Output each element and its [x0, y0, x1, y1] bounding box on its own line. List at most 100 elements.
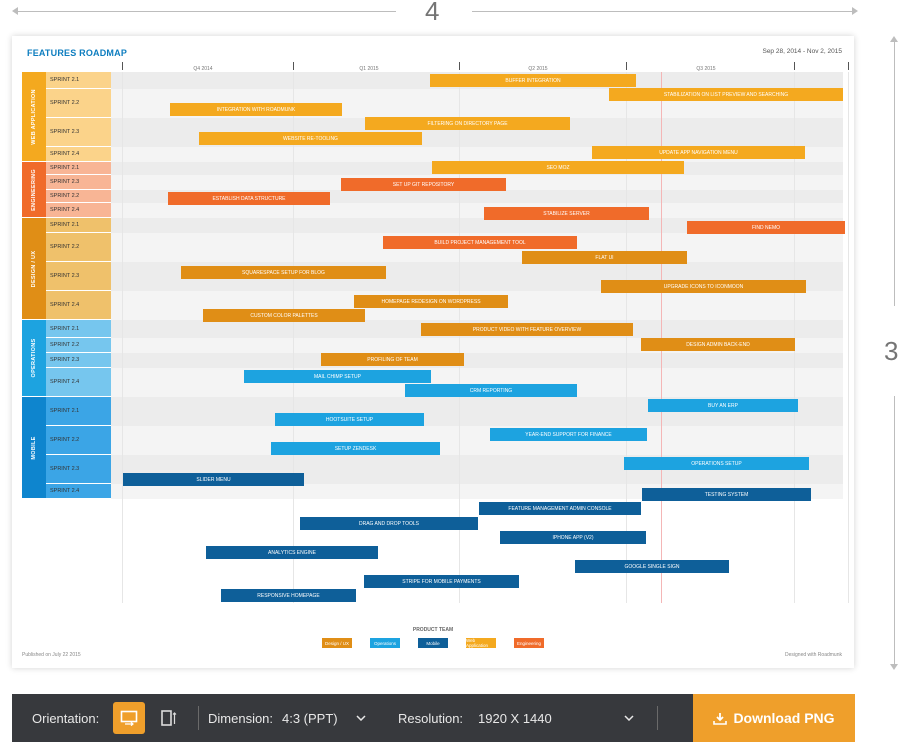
roadmap-bar[interactable]: STRIPE FOR MOBILE PAYMENTS [364, 575, 519, 588]
roadmap-bar[interactable]: IPHONE APP (V2) [500, 531, 646, 544]
group-name: DESIGN / UX [31, 250, 37, 287]
roadmap-bar[interactable]: BUILD PROJECT MANAGEMENT TOOL [383, 236, 577, 249]
roadmap-bar[interactable]: FILTERING ON DIRECTORY PAGE [365, 117, 570, 130]
roadmap-bar[interactable]: ESTABLISH DATA STRUCTURE [168, 192, 330, 205]
sprint-label: SPRINT 2.1 [46, 218, 111, 233]
roadmap-bar[interactable]: BUFFER INTEGRATION [430, 74, 636, 87]
roadmap-bar[interactable]: YEAR-END SUPPORT FOR FINANCE [490, 428, 647, 441]
date-range: Sep 28, 2014 - Nov 2, 2015 [762, 48, 842, 55]
roadmap-bar[interactable]: CRM REPORTING [405, 384, 577, 397]
group-label: ENGINEERING [22, 162, 46, 217]
resolution-select[interactable]: 1920 X 1440 [478, 694, 642, 742]
roadmap-bar[interactable]: SET UP GIT REPOSITORY [341, 178, 506, 191]
roadmap-bar[interactable]: GOOGLE SINGLE SIGN [575, 560, 729, 573]
grid-line [848, 72, 849, 603]
row-background [111, 426, 843, 455]
roadmap-bar[interactable]: OPERATIONS SETUP [624, 457, 809, 470]
roadmap-title: FEATURES ROADMAP [27, 48, 128, 58]
group-label: OPERATIONS [22, 320, 46, 396]
roadmap-bar[interactable]: TESTING SYSTEM [642, 488, 811, 501]
grid-line [122, 72, 123, 603]
resolution-value: 1920 X 1440 [478, 710, 552, 726]
sprint-label: SPRINT 2.3 [46, 455, 111, 484]
today-line [661, 72, 662, 603]
roadmap-bar[interactable]: UPDATE APP NAVIGATION MENU [592, 146, 805, 159]
resolution-label: Resolution: [398, 710, 464, 726]
sprint-label: SPRINT 2.3 [46, 262, 111, 291]
roadmap-bar[interactable]: RESPONSIVE HOMEPAGE [221, 589, 356, 602]
quarter-label: Q4 2014 [193, 66, 213, 72]
roadmap-bar[interactable]: DESIGN ADMIN BACK-END [641, 338, 795, 351]
roadmap-bar[interactable]: FEATURE MANAGEMENT ADMIN CONSOLE [479, 502, 641, 515]
roadmap-bar[interactable]: SETUP ZENDESK [271, 442, 440, 455]
grid-line [459, 72, 460, 603]
roadmap-bar[interactable]: FIND NEMO [687, 221, 845, 234]
quarter-tick [848, 62, 849, 70]
arrow-right-icon [852, 7, 858, 15]
quarter-tick [293, 62, 294, 70]
roadmap-bar[interactable]: DRAG AND DROP TOOLS [300, 517, 478, 530]
roadmap-bar[interactable]: CUSTOM COLOR PALETTES [203, 309, 365, 322]
quarter-tick [459, 62, 460, 70]
row-background [111, 203, 843, 218]
sprint-label: SPRINT 2.4 [46, 484, 111, 499]
group-label: WEB APPLICATION [22, 72, 46, 161]
sprint-label: SPRINT 2.1 [46, 397, 111, 426]
quarter-tick [122, 62, 123, 70]
sprint-label: SPRINT 2.1 [46, 320, 111, 338]
arrow-down-icon [890, 664, 898, 670]
roadmap-bar[interactable]: ANALYTICS ENGINE [206, 546, 378, 559]
roadmap-bar[interactable]: STABILIZE SERVER [484, 207, 649, 220]
arrow-up-icon [890, 36, 898, 42]
roadmap-bar[interactable]: WEBSITE RE-TOOLING [199, 132, 422, 145]
dimension-select[interactable]: 4:3 (PPT) [282, 694, 382, 742]
roadmap-bar[interactable]: HOOTSUITE SETUP [275, 413, 424, 426]
toolbar-separator [657, 706, 658, 730]
sprint-label: SPRINT 2.4 [46, 368, 111, 397]
sprint-label: SPRINT 2.2 [46, 233, 111, 262]
sprint-label: SPRINT 2.2 [46, 426, 111, 455]
export-toolbar: Orientation: Dimension: 4:3 (PPT) Resolu… [12, 694, 855, 742]
sprint-label: SPRINT 2.4 [46, 291, 111, 320]
download-icon [713, 712, 728, 725]
legend: Design / UX Operations Mobile Web Applicati… [12, 638, 854, 648]
landscape-orientation-button[interactable] [113, 702, 145, 734]
roadmap-bar[interactable]: HOMEPAGE REDESIGN ON WORDPRESS [354, 295, 508, 308]
group-name: OPERATIONS [31, 338, 37, 378]
legend-item: Operations [370, 638, 400, 648]
roadmap-bar[interactable]: MAIL CHIMP SETUP [244, 370, 431, 383]
sprint-label: SPRINT 2.1 [46, 162, 111, 175]
sprint-label: SPRINT 2.2 [46, 190, 111, 203]
chevron-down-icon [356, 715, 366, 721]
roadmap-bar[interactable]: PROFILING OF TEAM [321, 353, 464, 366]
orientation-label: Orientation: [32, 710, 100, 726]
grid-line [794, 72, 795, 603]
height-label: 3 [884, 336, 899, 366]
designed-with: Designed with Roadmunk [785, 652, 842, 658]
quarter-tick [626, 62, 627, 70]
sprint-label: SPRINT 2.1 [46, 72, 111, 89]
portrait-orientation-button[interactable] [153, 702, 185, 734]
download-png-button[interactable]: Download PNG [693, 694, 855, 742]
roadmap-bar[interactable]: FLAT UI [522, 251, 687, 264]
roadmap-bar[interactable]: STABILIZATION ON LIST PREVIEW AND SEARCH… [609, 88, 843, 101]
legend-item: Engineering [514, 638, 544, 648]
width-line-left [14, 11, 396, 12]
width-line-right [472, 11, 852, 12]
quarter-label: Q2 2015 [528, 66, 548, 72]
sprint-label: SPRINT 2.4 [46, 203, 111, 218]
legend-item: Design / UX [322, 638, 352, 648]
roadmap-bar[interactable]: INTEGRATION WITH ROADMUNK [170, 103, 342, 116]
sprint-label: SPRINT 2.4 [46, 147, 111, 162]
landscape-icon [120, 710, 138, 726]
roadmap-bar[interactable]: BUY AN ERP [648, 399, 798, 412]
roadmap-bar[interactable]: SQUARESPACE SETUP FOR BLOG [181, 266, 386, 279]
roadmap-bar[interactable]: PRODUCT VIDEO WITH FEATURE OVERVIEW [421, 323, 633, 336]
product-team-title: PRODUCT TEAM [412, 627, 454, 633]
row-background [111, 218, 843, 233]
roadmap-bar[interactable]: SEO MOZ [432, 161, 684, 174]
dimension-value: 4:3 (PPT) [282, 710, 338, 726]
roadmap-bar[interactable]: UPGRADE ICONS TO ICONMOON [601, 280, 806, 293]
row-background [111, 353, 843, 368]
roadmap-bar[interactable]: SLIDER MENU [123, 473, 304, 486]
